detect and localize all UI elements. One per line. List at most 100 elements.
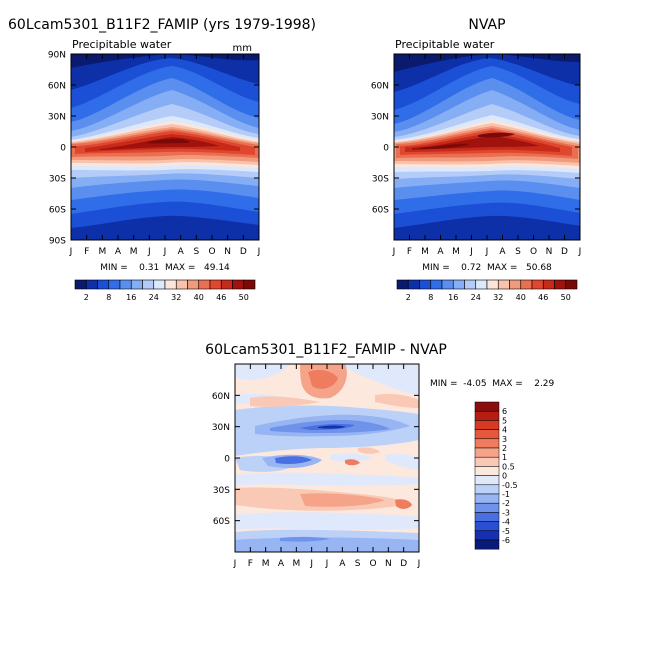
model-y-tick-label: 0 <box>60 144 66 154</box>
nvap-x-tick-label: A <box>499 247 506 257</box>
nvap-colorbar-swatch <box>419 279 432 290</box>
diff-colorbar-label: 5 <box>502 416 507 425</box>
nvap-x-tick-label: F <box>407 247 412 257</box>
diff-colorbar-swatch <box>474 438 500 449</box>
nvap-colorbar-swatch <box>475 279 488 290</box>
model-x-tick-label: J <box>147 247 151 257</box>
model-y-tick-label: 30S <box>49 175 66 185</box>
diff-colorbar-swatch <box>474 512 500 522</box>
nvap-x-tick-label: S <box>515 247 521 257</box>
model-colorbar-swatch <box>153 279 166 290</box>
nvap-title: NVAP <box>468 17 505 33</box>
diff-stats: MIN = -4.05 MAX = 2.29 <box>430 379 555 389</box>
diff-colorbar-label: 6 <box>502 407 507 416</box>
nvap-y-tick-label: 30S <box>372 175 389 185</box>
diff-colorbar-swatch <box>474 484 500 495</box>
nvap-colorbar-swatch <box>396 279 409 290</box>
model-x-tick-label: O <box>208 247 215 257</box>
model-colorbar-label: 16 <box>126 293 136 302</box>
nvap-colorbar: 2 8 16 24 32 40 46 50 <box>396 279 578 302</box>
diff-x-tick-label: J <box>233 559 237 569</box>
model-x-tick-label: N <box>224 247 231 257</box>
model-colorbar-swatch <box>209 279 222 290</box>
diff-y-tick-label: 0 <box>224 455 230 465</box>
diff-colorbar-swatch <box>474 466 500 476</box>
nvap-colorbar-swatch <box>565 279 578 290</box>
model-colorbar-swatch <box>243 279 256 290</box>
model-colorbar-label: 40 <box>194 293 204 302</box>
nvap-colorbar-swatch <box>497 279 510 290</box>
diff-colorbar-label: -4 <box>502 518 510 527</box>
nvap-x-tick-label: O <box>530 247 537 257</box>
model-colorbar-swatch <box>187 279 200 290</box>
nvap-x-tick-label: J <box>485 247 489 257</box>
nvap-colorbar-label: 8 <box>428 293 433 302</box>
model-colorbar-label: 50 <box>239 293 249 302</box>
diff-colorbar-label: 2 <box>502 444 507 453</box>
model-colorbar-swatch <box>108 279 121 290</box>
diff-colorbar-swatch <box>474 475 500 486</box>
diff-x-tick-label: J <box>309 559 313 569</box>
diff-colorbar-label: 3 <box>502 435 507 444</box>
nvap-colorbar-label: 46 <box>538 293 548 302</box>
diff-colorbar-swatch <box>474 539 500 550</box>
diff-x-tick-label: A <box>339 559 346 569</box>
diff-x-tick-label: J <box>417 559 421 569</box>
diff-y-tick-label: 30N <box>212 423 230 433</box>
diff-colorbar-swatch <box>474 456 500 467</box>
diff-colorbar-label: -1 <box>502 490 510 499</box>
model-title: 60Lcam5301_B11F2_FAMIP (yrs 1979-1998) <box>8 17 316 33</box>
model-x-tick-label: A <box>115 247 122 257</box>
diff-colorbar-label: -3 <box>502 508 510 517</box>
nvap-colorbar-swatch <box>520 279 533 290</box>
nvap-colorbar-swatch <box>441 279 454 290</box>
panel-model: 60Lcam5301_B11F2_FAMIP (yrs 1979-1998) P… <box>8 17 316 302</box>
diff-colorbar-swatch <box>474 401 500 412</box>
nvap-y-axis: 60N 30N 0 30S 60S <box>371 82 580 216</box>
nvap-x-tick-label: M <box>452 247 460 257</box>
diff-colorbar-label: -0.5 <box>502 481 518 490</box>
diff-x-tick-label: O <box>369 559 376 569</box>
model-colorbar-label: 8 <box>106 293 111 302</box>
diff-colorbar-label: 0 <box>502 472 507 481</box>
nvap-stats: MIN = 0.72 MAX = 50.68 <box>422 263 552 273</box>
nvap-y-tick-label: 60N <box>371 82 389 92</box>
model-x-tick-label: M <box>130 247 138 257</box>
diff-colorbar-label: 4 <box>502 426 507 435</box>
diff-y-axis: 60N 30N 0 30S 60S <box>212 392 419 527</box>
model-colorbar-swatch <box>164 279 177 290</box>
diff-colorbar-swatch <box>474 410 500 421</box>
model-colorbar: 2 8 16 24 32 40 46 50 <box>74 279 256 302</box>
diff-x-tick-label: F <box>248 559 253 569</box>
diff-x-tick-label: D <box>400 559 407 569</box>
model-x-tick-label: S <box>193 247 199 257</box>
model-colorbar-swatch <box>175 279 188 290</box>
nvap-y-tick-label: 30N <box>371 113 389 123</box>
diff-colorbar-swatch <box>474 502 500 513</box>
model-colorbar-swatch <box>130 279 143 290</box>
model-colorbar-label: 2 <box>84 293 89 302</box>
nvap-colorbar-swatch <box>531 279 544 290</box>
nvap-subtitle: Precipitable water <box>395 38 495 51</box>
model-x-tick-label: A <box>178 247 185 257</box>
model-x-tick-label: J <box>163 247 167 257</box>
diff-y-tick-label: 30S <box>213 486 230 496</box>
model-colorbar-swatch <box>198 279 211 290</box>
nvap-contour-field <box>394 54 580 240</box>
model-y-tick-label: 60N <box>48 82 66 92</box>
model-subtitle: Precipitable water <box>72 38 172 51</box>
nvap-colorbar-swatch <box>430 279 443 290</box>
nvap-colorbar-swatch <box>509 279 522 290</box>
diff-x-tick-label: J <box>325 559 329 569</box>
diff-colorbar-label: 1 <box>502 453 507 462</box>
panel-difference: 60Lcam5301_B11F2_FAMIP - NVAP <box>205 342 554 569</box>
nvap-x-tick-label: J <box>469 247 473 257</box>
diff-x-tick-label: A <box>278 559 285 569</box>
diff-x-tick-label: S <box>355 559 361 569</box>
nvap-x-tick-label: D <box>561 247 568 257</box>
diff-x-tick-label: N <box>385 559 392 569</box>
nvap-x-tick-label: J <box>392 247 396 257</box>
